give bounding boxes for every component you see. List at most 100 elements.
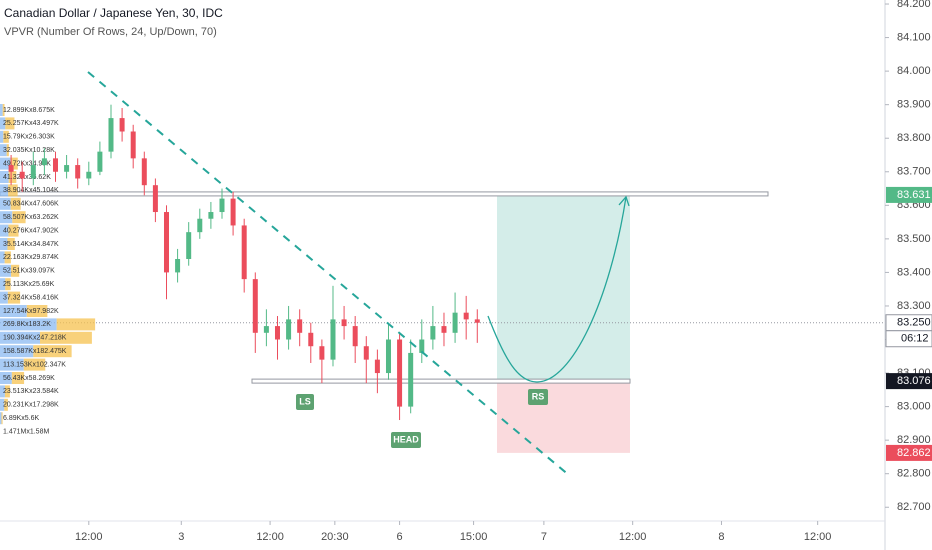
x-tick-label: 20:30 bbox=[321, 531, 349, 543]
chart-title: Canadian Dollar / Japanese Yen, 30, IDC bbox=[4, 6, 223, 20]
pattern-label-box bbox=[296, 394, 314, 410]
volume-bar bbox=[0, 224, 9, 237]
volume-bar bbox=[8, 184, 18, 197]
neckline-band bbox=[251, 378, 631, 384]
volume-bar bbox=[0, 211, 13, 224]
volume-bar bbox=[0, 171, 9, 183]
volume-label: 12.899Kx8.675K bbox=[3, 107, 55, 114]
y-tick-label: 83.700 bbox=[897, 166, 931, 178]
candle-body bbox=[441, 326, 447, 333]
volume-bar bbox=[26, 305, 48, 317]
volume-label: 190.394Kx247.218K bbox=[3, 335, 67, 342]
volume-label: 49.72Kx34.95K bbox=[3, 160, 51, 167]
volume-bar bbox=[11, 372, 25, 384]
volume-bar bbox=[0, 372, 12, 384]
volume-label: 37.324Kx58.416K bbox=[3, 294, 59, 301]
volume-bar bbox=[5, 117, 15, 130]
candle-body bbox=[52, 158, 58, 172]
volume-bar bbox=[3, 130, 9, 143]
volume-bar bbox=[0, 144, 7, 157]
y-tick-label: 83.000 bbox=[897, 401, 931, 413]
pattern-label-box bbox=[391, 432, 421, 448]
candle-body bbox=[64, 165, 70, 172]
candle-body bbox=[197, 218, 203, 233]
candle-body bbox=[474, 319, 480, 323]
volume-bar bbox=[8, 171, 17, 183]
volume-label: 25.113Kx25.69K bbox=[3, 281, 55, 288]
candle-body bbox=[141, 158, 147, 186]
volume-bar bbox=[0, 345, 34, 358]
candle-body bbox=[186, 232, 192, 259]
y-tick-label: 84.000 bbox=[897, 65, 931, 77]
candle-body bbox=[86, 171, 92, 179]
volume-bar bbox=[4, 398, 8, 411]
price-badge-label: 83.250 bbox=[897, 317, 931, 329]
price-badge bbox=[886, 373, 932, 390]
candle-body bbox=[419, 339, 425, 353]
y-tick-label: 83.900 bbox=[897, 99, 931, 111]
candle-body bbox=[352, 326, 358, 347]
candle-body bbox=[19, 171, 25, 179]
candle-body bbox=[230, 198, 236, 226]
volume-label: 158.587Kx182.475K bbox=[3, 348, 67, 355]
candle-body bbox=[241, 225, 247, 280]
candle-body bbox=[363, 346, 369, 360]
volume-bar bbox=[0, 398, 5, 411]
drawings-back bbox=[0, 191, 885, 453]
candle-body bbox=[263, 326, 269, 333]
candle-body bbox=[219, 198, 225, 213]
x-tick-label: 15:00 bbox=[460, 531, 488, 543]
pattern-label: HEAD bbox=[393, 434, 419, 444]
volume-bar bbox=[10, 197, 21, 210]
price-badge bbox=[886, 444, 932, 461]
volume-bar bbox=[0, 291, 8, 304]
price-badge bbox=[886, 186, 932, 203]
candle-body bbox=[175, 258, 181, 273]
y-tick-label: 83.300 bbox=[897, 300, 931, 312]
y-tick-label: 82.900 bbox=[897, 434, 931, 446]
volume-bar bbox=[0, 130, 4, 143]
volume-bar bbox=[0, 157, 11, 170]
candle-body bbox=[319, 346, 325, 360]
volume-label: 15.79Kx26.303K bbox=[3, 134, 55, 141]
y-tick-label: 83.400 bbox=[897, 266, 931, 278]
volume-bar bbox=[11, 264, 20, 277]
volume-bar bbox=[7, 291, 21, 304]
candle-body bbox=[308, 332, 314, 347]
x-tick-label: 6 bbox=[397, 531, 403, 543]
x-tick-label: 7 bbox=[541, 531, 547, 543]
volume-bar bbox=[5, 278, 11, 291]
pattern-label: RS bbox=[532, 391, 545, 401]
volume-label: 23.513Kx23.584K bbox=[3, 388, 59, 395]
volume-label: 25.257Kx43.497K bbox=[3, 120, 59, 127]
volume-bar bbox=[10, 157, 18, 170]
volume-bar bbox=[4, 385, 10, 398]
candle-body bbox=[341, 319, 347, 327]
candle-body bbox=[297, 319, 303, 333]
volume-label: 40.276Kx47.902K bbox=[3, 227, 59, 234]
candle-body bbox=[130, 131, 136, 159]
candle-body bbox=[108, 118, 114, 152]
candle-body bbox=[385, 339, 391, 374]
volume-bar bbox=[0, 251, 5, 264]
candle-body bbox=[330, 319, 336, 360]
volume-bar bbox=[0, 238, 8, 250]
volume-bar bbox=[7, 238, 15, 250]
volume-label: 269.8Kx183.2K bbox=[3, 321, 51, 328]
volume-label: 127.54Kx97.982K bbox=[3, 308, 59, 315]
candle-body bbox=[41, 158, 47, 166]
volume-bar bbox=[33, 345, 72, 358]
candle-body bbox=[75, 165, 81, 179]
x-tick-label: 8 bbox=[718, 531, 724, 543]
candle-body bbox=[408, 352, 414, 407]
candle-body bbox=[463, 312, 469, 320]
volume-label: 41.32Kx36.62K bbox=[3, 174, 51, 181]
target-zone bbox=[497, 194, 630, 382]
volume-bar bbox=[39, 331, 92, 344]
volume-bar bbox=[23, 358, 46, 371]
countdown-label: 06:12 bbox=[901, 333, 929, 345]
volume-bar bbox=[4, 251, 11, 264]
y-tick-label: 84.200 bbox=[897, 0, 931, 10]
candle-body bbox=[8, 165, 14, 172]
candle-body bbox=[274, 326, 280, 340]
